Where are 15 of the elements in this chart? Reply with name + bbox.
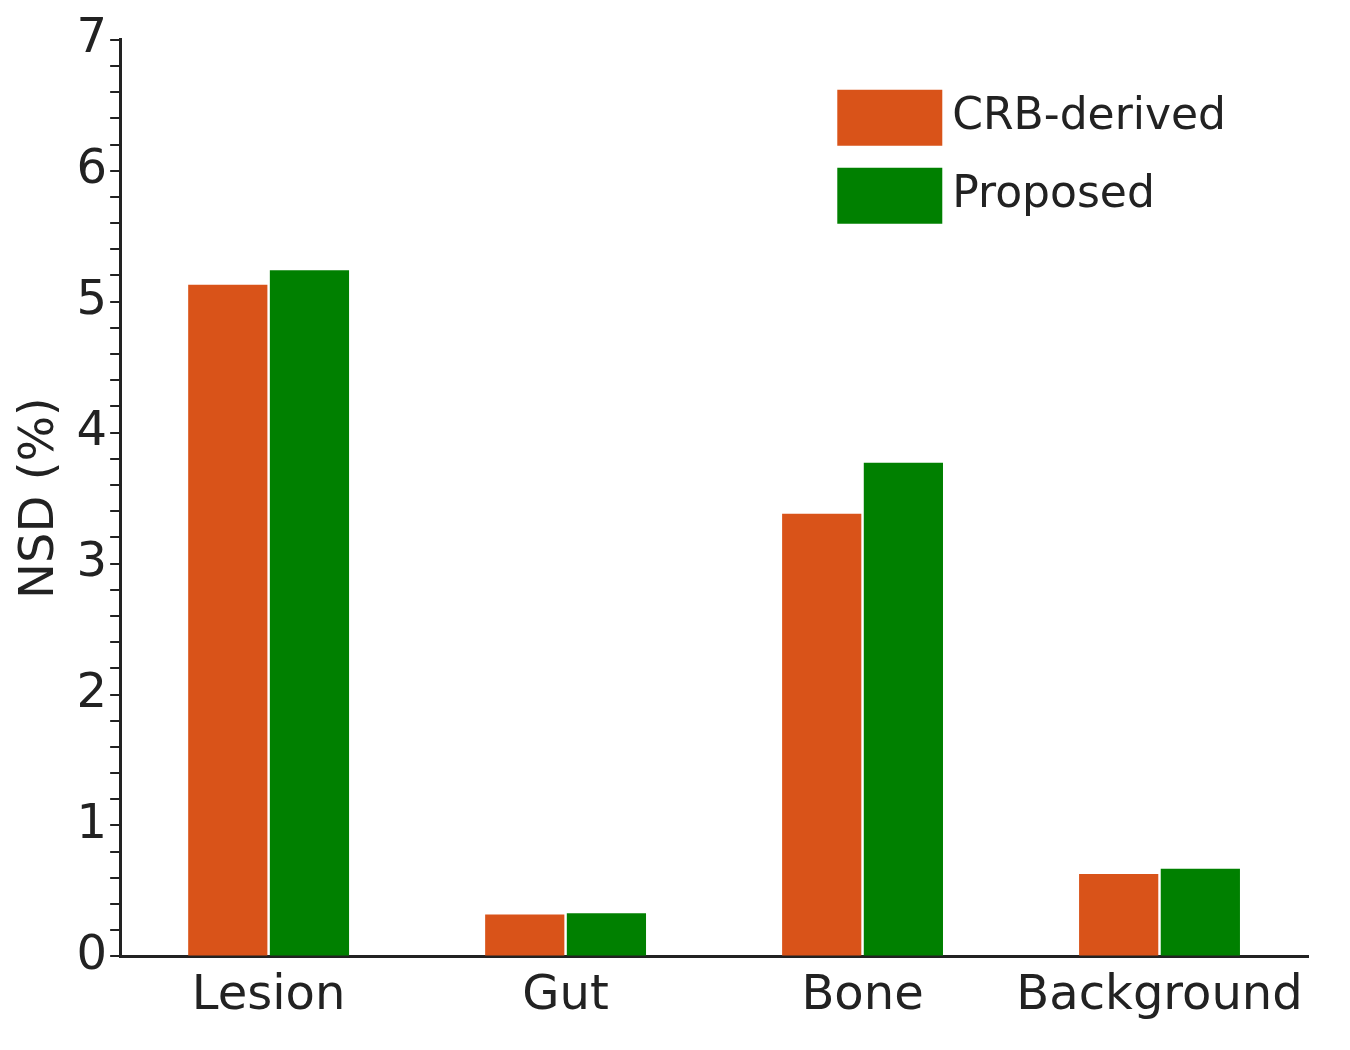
y-tick-label: 3 [76, 531, 108, 588]
y-tick-label: 2 [76, 661, 108, 718]
y-axis-title: NSD (%) [8, 397, 65, 599]
y-tick-label: 7 [76, 7, 108, 64]
x-tick-label: Background [1016, 963, 1303, 1020]
legend-label: CRB-derived [952, 88, 1227, 140]
x-tick-label: Gut [522, 963, 609, 1020]
y-tick-label: 1 [76, 792, 108, 849]
legend-label: Proposed [952, 166, 1155, 218]
y-tick-label: 0 [76, 923, 108, 980]
y-tick-label: 5 [76, 269, 108, 326]
x-tick-label: Lesion [191, 963, 346, 1020]
x-tick-label: Bone [801, 963, 924, 1020]
y-tick-label: 4 [76, 400, 108, 457]
y-tick-label: 6 [76, 138, 108, 195]
